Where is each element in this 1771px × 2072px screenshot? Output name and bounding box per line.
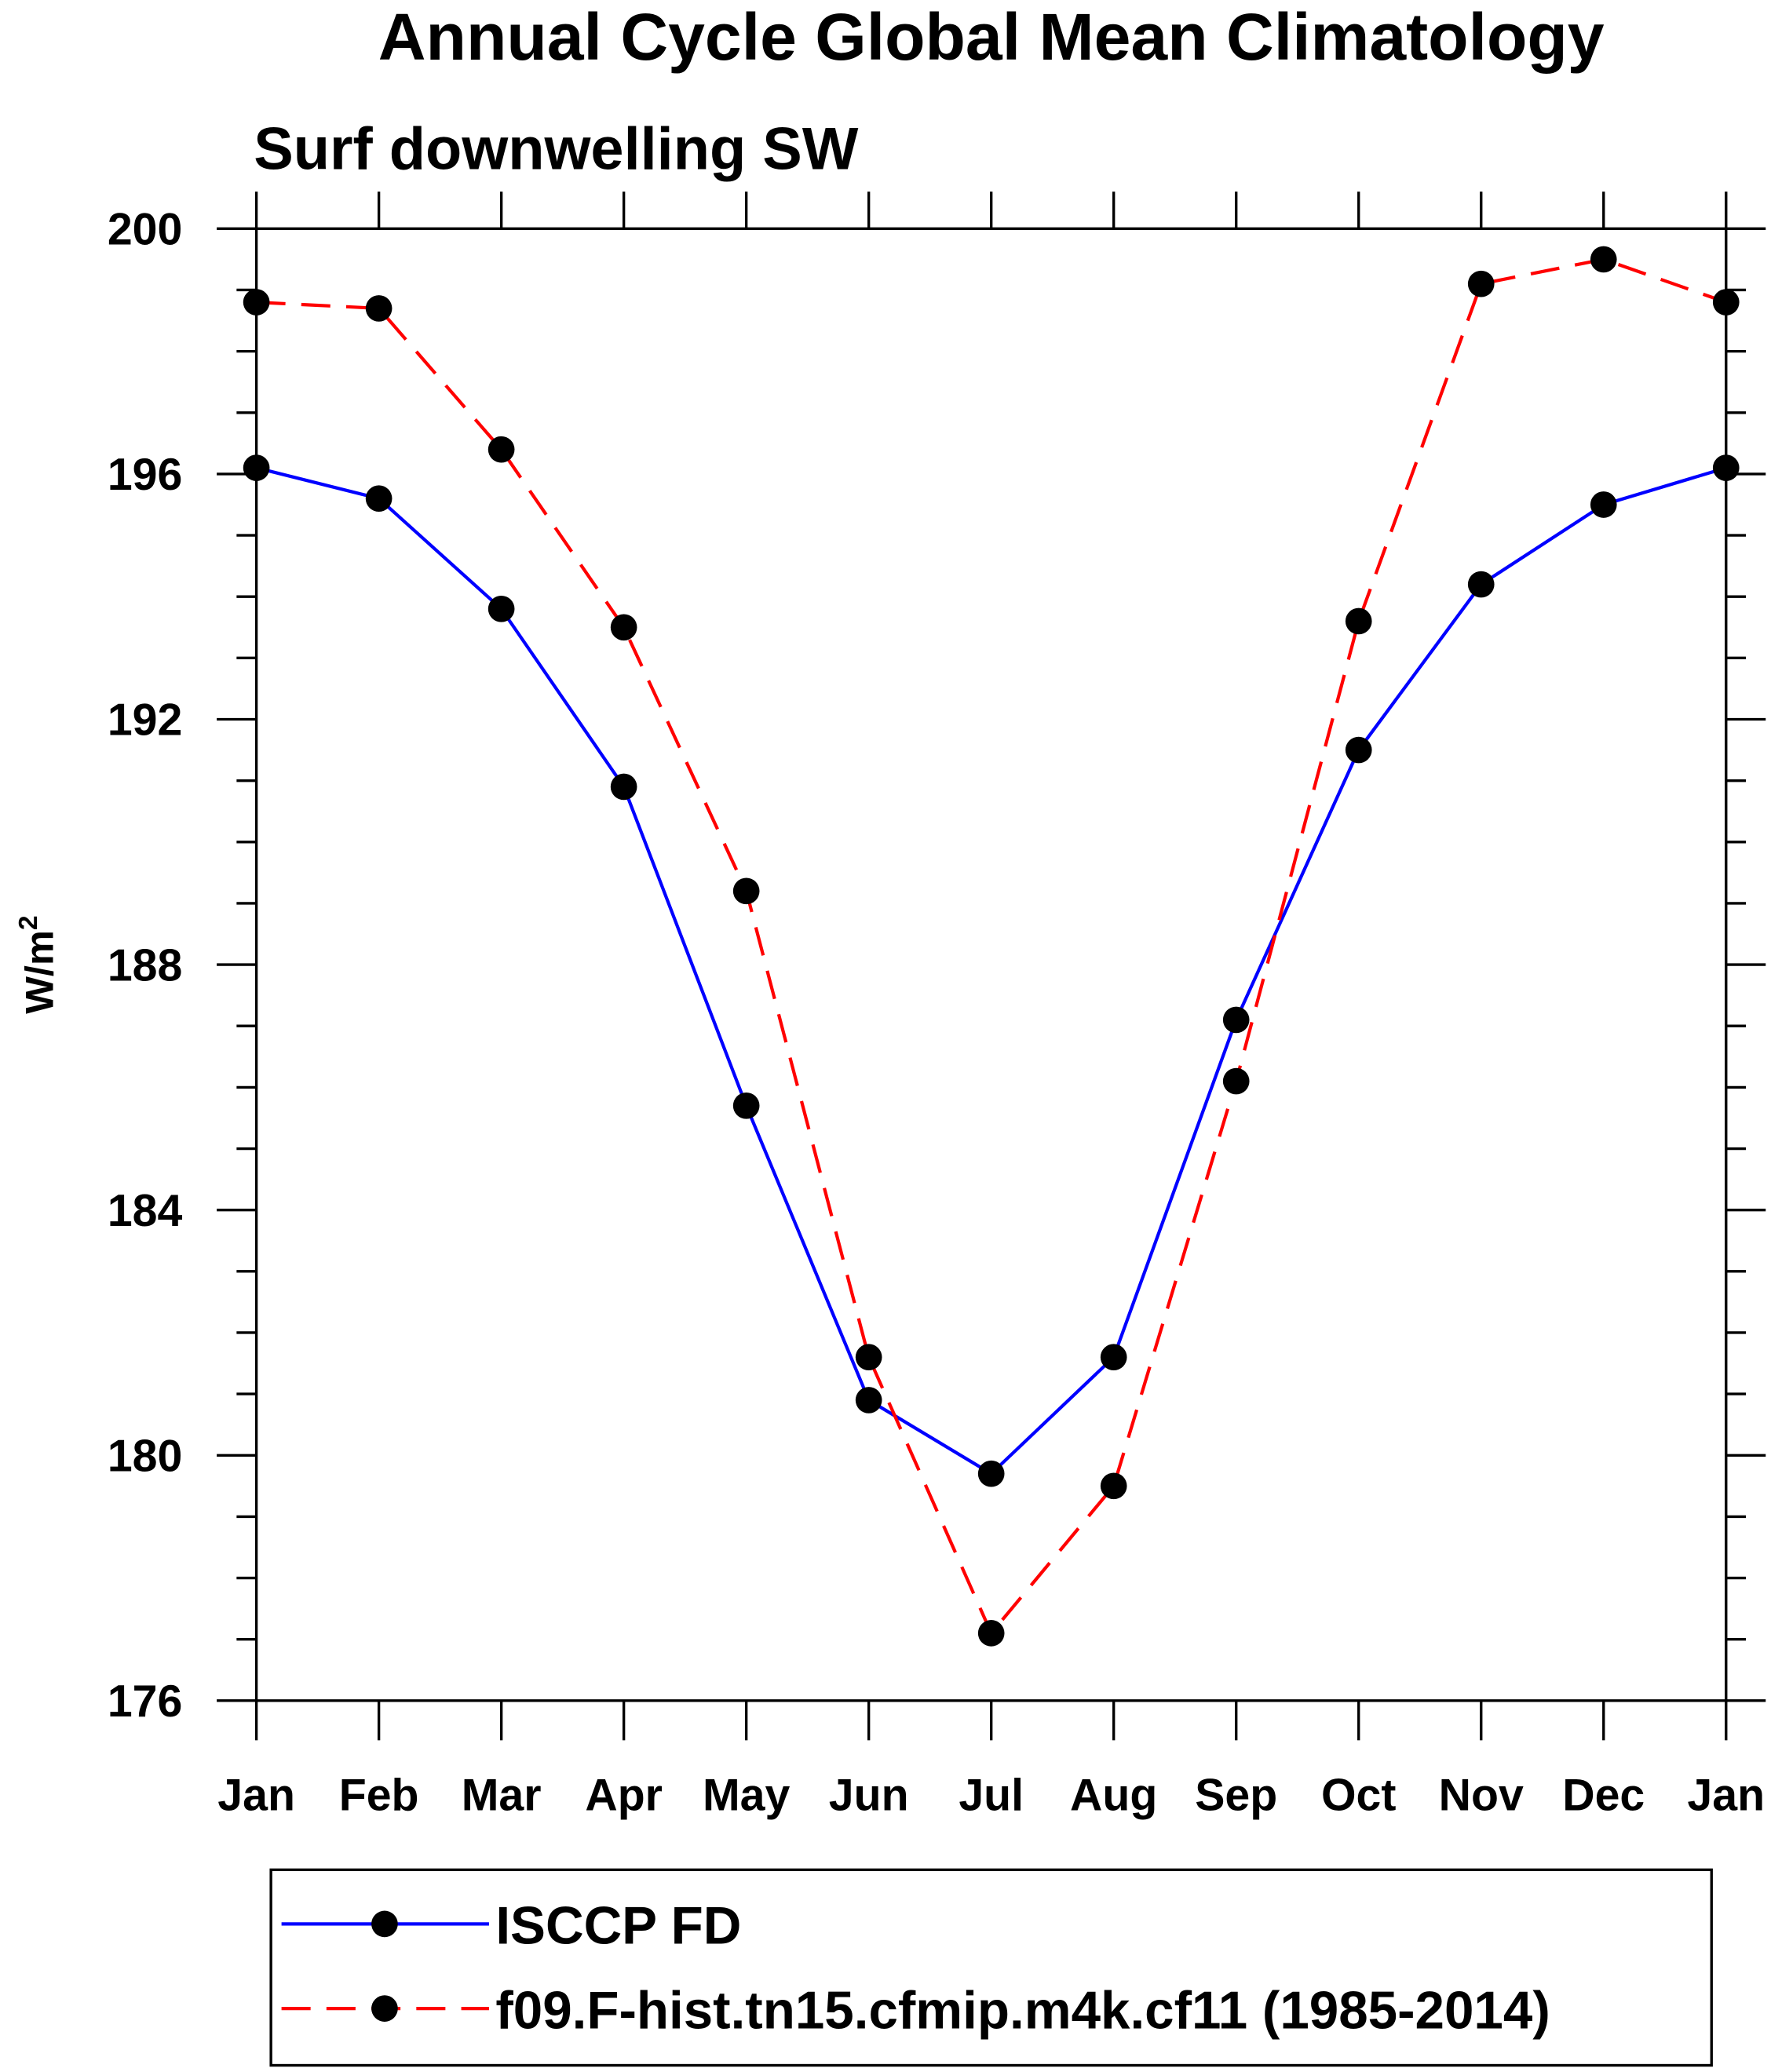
legend-marker [371,1995,398,2022]
x-tick-label: Jan [217,1771,295,1821]
data-point [1345,607,1372,635]
data-point [1222,1006,1250,1034]
chart-subtitle: Surf downwelling SW [254,116,859,183]
x-tick-label: Jan [1687,1771,1765,1821]
x-tick-label: Mar [462,1771,542,1821]
y-tick-label: 200 [108,205,183,255]
data-point [610,614,637,641]
x-tick-label: May [703,1771,791,1821]
legend-box [269,1868,1713,2067]
y-axis-label-exponent: 2 [14,915,43,930]
y-tick-label: 184 [108,1186,183,1236]
data-point [1345,736,1372,764]
x-tick-label: Jul [959,1771,1024,1821]
y-axis-label-unit: W/m [16,930,61,1014]
y-tick-label: 176 [108,1676,183,1727]
y-tick-label: 196 [108,450,183,500]
series-line-0 [256,466,1727,1476]
data-point [1467,571,1495,598]
legend-label: ISCCP FD [495,1897,741,1956]
data-point [855,1387,882,1414]
data-point [243,289,270,316]
data-point [1590,491,1617,518]
legend-label: f09.F-hist.tn15.cfmip.m4k.cf11 (1985-201… [495,1981,1550,2040]
legend-marker [371,1910,398,1938]
data-point [977,1460,1005,1487]
data-point [977,1620,1005,1647]
series-line-1 [256,257,1727,1636]
y-tick-label: 180 [108,1431,183,1481]
data-point [1712,454,1740,481]
data-point [243,454,270,481]
data-point [732,1092,760,1119]
axes: 176 180 184 188 192 196 200 Jan Feb Mar Apr May Jun J… [108,192,1766,1821]
data-point [487,596,515,622]
x-tick-label: Feb [339,1771,419,1821]
x-tick-label: Oct [1321,1771,1396,1821]
data-point [1590,246,1617,273]
chart-title: Annual Cycle Global Mean Climatology [378,0,1605,74]
data-point [365,295,393,322]
y-tick-label: 192 [108,695,183,746]
data-point [365,485,393,513]
data-point [1100,1472,1127,1500]
data-point [855,1344,882,1371]
legend: ISCCP FD f09.F-hist.tn15.cfmip.m4k.cf11 (… [281,1897,1550,2040]
series-group [243,246,1740,1647]
data-point [1467,270,1495,297]
data-point [732,877,760,905]
data-point [487,436,515,463]
x-tick-label: Jun [829,1771,909,1821]
x-tick-label: Apr [585,1771,663,1821]
y-axis-label: W/m2 [14,915,61,1013]
data-point [1100,1344,1127,1371]
data-point [1712,289,1740,316]
x-tick-label: Dec [1562,1771,1645,1821]
x-tick-label: Aug [1070,1771,1157,1821]
x-tick-label: Sep [1195,1771,1277,1821]
x-tick-label: Nov [1439,1771,1524,1821]
data-point [1222,1067,1250,1095]
data-point [610,773,637,801]
y-tick-label: 188 [108,940,183,990]
